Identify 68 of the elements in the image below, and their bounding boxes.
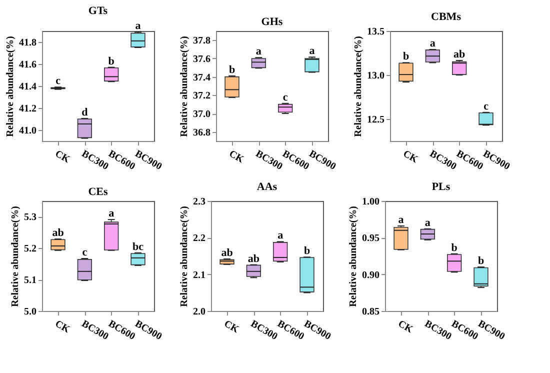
y-tick-label: 13.0 (367, 70, 384, 82)
annotation: ab (454, 48, 466, 60)
annotation: d (82, 106, 88, 118)
y-tick-label: 2.3 (193, 196, 206, 208)
x-tick-label: CK (227, 148, 246, 166)
y-tick-label: 1.00 (362, 196, 380, 208)
annotation: a (278, 230, 284, 242)
y-tick-label: 37.0 (193, 109, 210, 120)
y-tick-label: 0.90 (362, 270, 380, 281)
y-tick-label: 13.5 (367, 26, 384, 38)
y-tick-label: 41.4 (19, 82, 36, 92)
y-tick-label: 41.0 (19, 126, 36, 136)
annotation: a (398, 214, 404, 226)
y-tick-label: 5.3 (24, 212, 36, 224)
y-tick-label: 2.2 (193, 233, 206, 244)
y-tick-label: 2.1 (193, 270, 206, 281)
annotation: ab (248, 252, 260, 265)
y-tick-label: 36.8 (193, 127, 210, 138)
annotation: a (430, 37, 436, 50)
chart-title: CBMs (431, 11, 462, 23)
y-axis-title: Relative abundance(%) (353, 36, 364, 137)
y-tick-label: 41.8 (19, 38, 36, 48)
y-tick-label: 0.85 (362, 306, 380, 318)
x-tick-label: CK (396, 318, 415, 336)
annotation: b (451, 242, 458, 254)
y-axis-title: Relative abundance(%) (5, 36, 16, 137)
annotation: a (256, 46, 262, 58)
x-tick-label: CK (53, 318, 72, 336)
x-tick-label: CK (53, 148, 72, 166)
annotation: c (484, 100, 489, 112)
chart-title: GHs (261, 16, 284, 28)
annotation: a (135, 20, 142, 32)
annotation: ab (52, 227, 64, 240)
x-tick-label: CK (222, 318, 241, 336)
annotation: a (108, 208, 115, 220)
annotation: c (282, 91, 288, 104)
y-tick-label: 37.4 (193, 72, 210, 84)
y-axis-title: Relative abundance(%) (179, 206, 190, 307)
y-axis-title: Relative abundance(%) (10, 206, 21, 307)
y-tick-label: 41.6 (19, 60, 36, 70)
annotation: b (478, 255, 484, 267)
y-tick-label: 37.2 (193, 90, 210, 102)
y-tick-label: 5.1 (24, 275, 36, 286)
y-tick-label: 37.8 (193, 36, 210, 47)
annotation: b (108, 55, 114, 68)
annotation: b (402, 50, 410, 63)
y-tick-label: 5.0 (24, 306, 36, 318)
annotation: b (228, 64, 236, 76)
chart-title: CEs (88, 186, 108, 198)
y-axis-title: Relative abundance(%) (179, 36, 190, 137)
annotation: c (82, 246, 88, 259)
y-tick-label: 41.2 (19, 104, 36, 114)
x-tick-label: CK (401, 148, 420, 166)
annotation: b (304, 245, 310, 258)
annotation: c (56, 75, 61, 88)
chart-title: PLs (432, 181, 451, 193)
annotation: a (424, 216, 431, 229)
y-tick-label: 0.95 (362, 233, 380, 244)
y-tick-label: 2.0 (193, 306, 206, 318)
y-axis-title: Relative abundance(%) (348, 206, 359, 307)
chart-title: GTs (88, 5, 108, 18)
annotation: ab (221, 246, 233, 259)
y-tick-label: 37.6 (193, 54, 210, 65)
y-tick-label: 5.2 (24, 244, 36, 255)
annotation: a (309, 45, 316, 58)
y-tick-label: 12.5 (367, 114, 384, 126)
chart-title: AAs (256, 181, 278, 193)
annotation: bc (132, 240, 144, 253)
